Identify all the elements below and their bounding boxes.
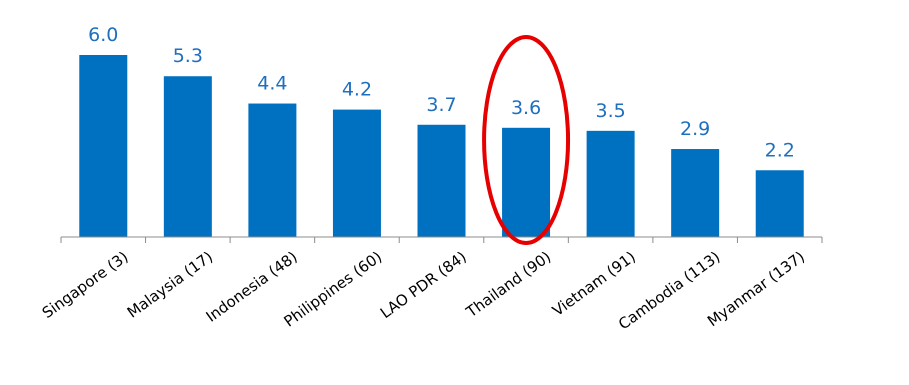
data-label: 3.6 [511,97,541,119]
data-label: 4.4 [257,73,287,95]
bar [502,127,551,237]
data-label: 5.3 [173,45,203,67]
bar [248,103,297,238]
highlight-ellipse [482,35,571,245]
category-label: Vietnam (91) [549,248,639,320]
data-label: 3.7 [426,94,456,116]
value-labels-group: 6.0 5.3 4.4 4.2 3.7 3.6 3.5 2.9 2.2 [88,24,795,161]
category-label: Thailand (90) [462,248,554,322]
category-label: LAO PDR (84) [377,248,470,322]
bar [671,149,720,237]
data-label: 2.9 [680,118,710,140]
category-label: Singapore (3) [39,248,132,322]
x-axis [60,236,823,243]
bar [79,55,128,237]
data-label: 6.0 [88,24,118,46]
data-label: 4.2 [342,79,372,101]
bar [586,130,635,237]
bar [417,124,466,237]
category-labels-group: Singapore (3)Malaysia (17)Indonesia (48)… [39,248,808,334]
bar [755,170,804,237]
bar [163,76,212,237]
bars-group [79,55,804,238]
data-label: 2.2 [765,139,795,161]
bar [332,109,381,237]
data-label: 3.5 [596,100,626,122]
